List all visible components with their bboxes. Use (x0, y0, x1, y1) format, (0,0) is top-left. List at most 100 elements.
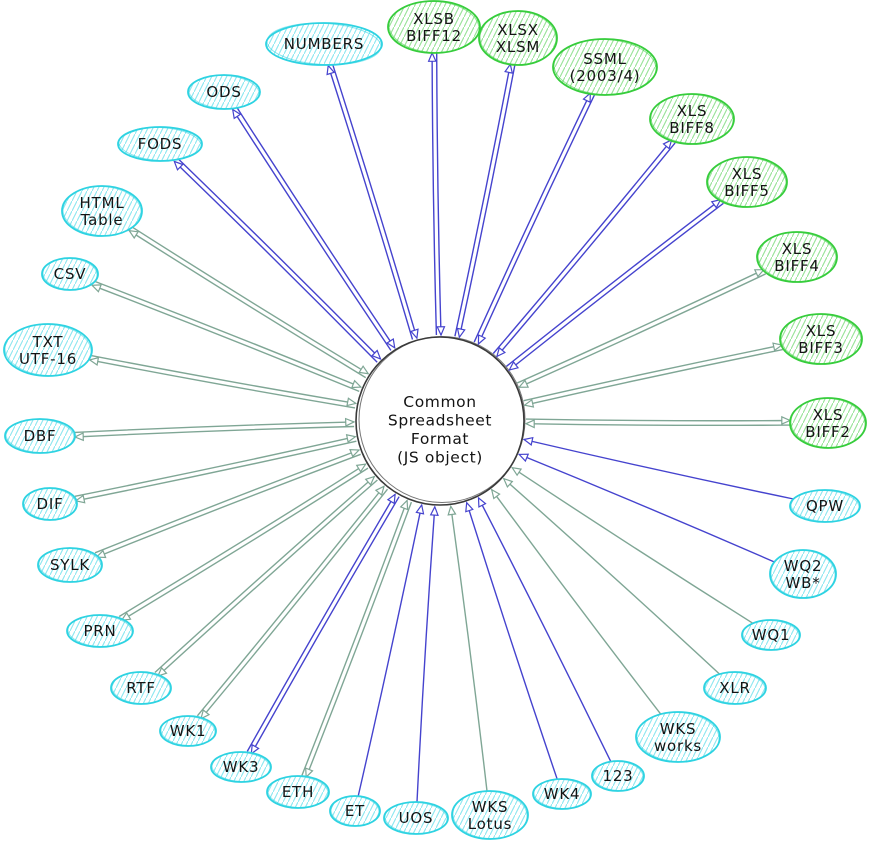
edge-numbers-write (327, 65, 414, 340)
arrowhead-prn-read (355, 463, 367, 473)
edge-xls-biff8-write (492, 139, 673, 354)
node-label: WKS works (654, 720, 702, 755)
node-ellipse-sketch-stroke (704, 671, 766, 705)
edge-xls-biff5-read (508, 202, 724, 371)
arrowhead-wk4-read (465, 501, 474, 513)
arrowhead-ssml-2003-4-write (582, 91, 591, 104)
node-csv: CSV (41, 257, 99, 291)
arrowhead-n123-read (477, 496, 487, 508)
arrowhead-dbf-read (344, 417, 356, 427)
node-label: ETH (282, 783, 314, 801)
arrowhead-sylk-read (349, 448, 361, 458)
node-label: XLS BIFF5 (724, 165, 770, 200)
edge-dbf-write (74, 425, 355, 438)
arrowhead-wk3-read (386, 493, 396, 505)
arrowhead-wq2-wb-read (517, 453, 530, 463)
center-circle-sketch-stroke (358, 336, 526, 503)
arrowhead-xls-biff2-read (524, 419, 535, 429)
edge-xlsb-biff12-write (431, 52, 438, 336)
node-xls-biff4: XLS BIFF4 (756, 231, 838, 283)
node-ellipse-sketch-stroke (452, 790, 528, 840)
edge-txt-utf16-write (89, 359, 356, 409)
node-label: FODS (138, 135, 183, 153)
arrowhead-rtf-read (364, 475, 376, 486)
arrowhead-xlsx-xlsm-read (456, 327, 466, 339)
edge-wq2-wb-read (518, 453, 775, 563)
node-ssml-2003-4: SSML (2003/4) (552, 38, 658, 96)
arrowhead-csv-read (351, 379, 363, 389)
node-prn: PRN (66, 614, 134, 648)
node-wk3: WK3 (210, 751, 272, 783)
arrowhead-xls-biff4-read (517, 379, 530, 388)
edge-xls-biff2-read (525, 423, 791, 427)
arrowhead-numbers-write (326, 64, 336, 76)
node-ellipse-sketch-stroke (23, 487, 77, 521)
node-label: DIF (36, 495, 63, 513)
node-ellipse-sketch-stroke (770, 549, 836, 599)
node-sylk: SYLK (37, 547, 103, 583)
arrowhead-xls-biff5-write (710, 198, 722, 209)
edge-xlsb-biff12-read (436, 52, 442, 336)
arrowhead-et-read (415, 503, 425, 515)
arrowhead-xlsb-biff12-write (427, 51, 437, 62)
arrowhead-ods-write (231, 108, 242, 120)
node-ellipse-sketch-stroke (479, 10, 557, 66)
edge-sylk-read (94, 449, 360, 554)
arrowhead-wk1-write (200, 708, 211, 720)
edge-wk3-read (246, 494, 396, 752)
edge-ods-read (236, 106, 396, 349)
node-ellipse-sketch-stroke (160, 715, 216, 747)
node-eth: ETH (266, 775, 330, 809)
edge-fods-read (177, 157, 381, 360)
node-ellipse-sketch-stroke (553, 38, 657, 96)
node-label: TXT UTF-16 (19, 333, 77, 368)
center-label: Common Spreadsheet Format (JS object) (388, 393, 492, 467)
node-label: WK1 (170, 722, 207, 740)
node-xls-biff5: XLS BIFF5 (706, 156, 788, 208)
arrowhead-eth-read (399, 499, 409, 511)
node-label: XLS BIFF3 (798, 322, 844, 357)
edge-dif-read (74, 436, 356, 497)
node-wk4: WK4 (532, 778, 592, 810)
edge-prn-write (121, 467, 369, 621)
arrowhead-wk1-read (374, 485, 385, 497)
node-xlsb-biff12: XLSB BIFF12 (387, 0, 481, 54)
node-label: RTF (126, 679, 156, 697)
node-ellipse-sketch-stroke (742, 619, 800, 651)
node-numbers: NUMBERS (265, 22, 383, 66)
node-ellipse-sketch-stroke (533, 778, 591, 810)
edge-eth-write (305, 501, 413, 778)
node-dif: DIF (22, 487, 78, 521)
arrowhead-ods-read (385, 337, 396, 350)
arrowhead-xls-biff3-read (523, 398, 535, 408)
node-ellipse-sketch-stroke (118, 126, 202, 162)
arrowhead-xls-biff3-write (772, 342, 784, 352)
node-ellipse-sketch-stroke (111, 671, 171, 705)
edge-numbers-read (331, 63, 418, 339)
node-label: XLS BIFF8 (669, 102, 715, 137)
node-et: ET (329, 795, 381, 827)
node-ellipse-sketch-stroke (62, 185, 142, 237)
node-label: WQ2 WB* (784, 557, 823, 592)
arrowhead-wks-works-read (490, 488, 501, 500)
node-label: XLSB BIFF12 (406, 10, 462, 45)
arrowhead-csv-write (90, 284, 102, 293)
edge-xls-biff3-write (523, 344, 783, 402)
edge-et-read (357, 504, 423, 797)
node-label: XLSX XLSM (496, 21, 540, 56)
node-ellipse-sketch-stroke (757, 231, 837, 283)
edge-rtf-write (157, 479, 378, 677)
arrowhead-ssml-2003-4-read (477, 334, 487, 346)
edge-wk4-read (466, 502, 558, 780)
node-ellipse-sketch-stroke (38, 547, 102, 583)
node-dbf: DBF (4, 418, 76, 454)
node-label: 123 (602, 767, 633, 785)
edge-dif-write (75, 440, 357, 502)
node-ellipse-sketch-stroke (388, 0, 480, 54)
edge-qpw-read (523, 438, 794, 500)
format-edges (73, 51, 794, 803)
node-ods: ODS (187, 74, 261, 110)
node-label: ET (345, 802, 365, 820)
